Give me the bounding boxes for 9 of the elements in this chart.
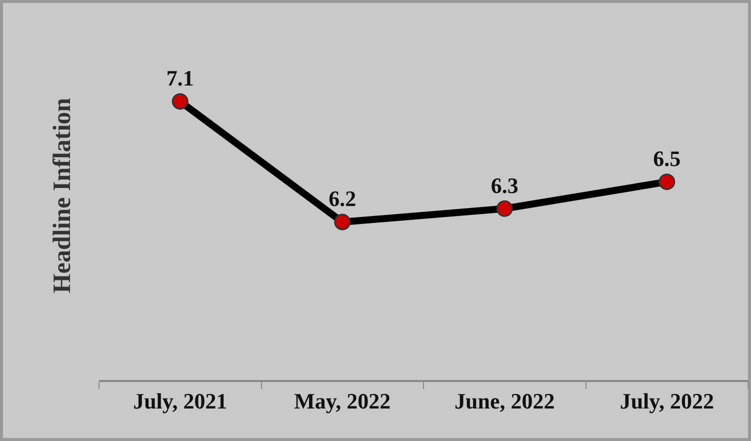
x-tick-label: July, 2021	[133, 388, 228, 414]
data-label: 6.2	[328, 186, 356, 212]
data-label: 6.5	[653, 146, 681, 171]
x-tick-label: June, 2022	[454, 388, 555, 414]
y-axis-title: Headline Inflation	[48, 98, 76, 294]
data-label: 7.1	[166, 66, 194, 91]
x-tick-label: July, 2022	[620, 388, 714, 414]
data-label: 6.3	[490, 172, 518, 198]
x-tick-label: May, 2022	[294, 388, 391, 414]
